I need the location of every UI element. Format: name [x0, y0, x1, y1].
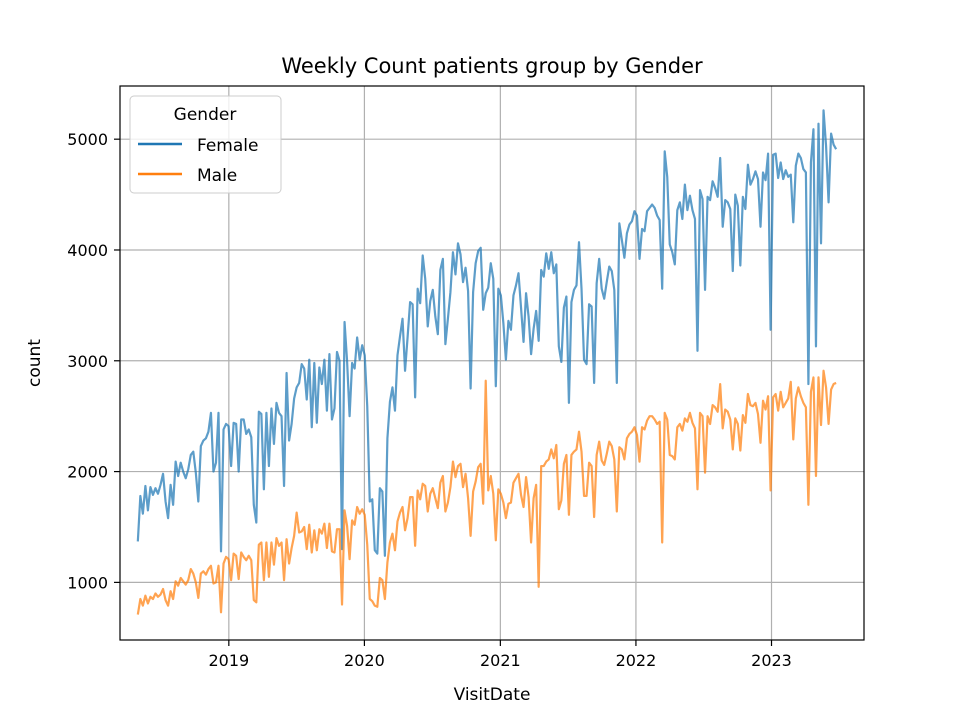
x-tick-label: 2021: [480, 651, 521, 670]
y-axis-title: count: [25, 339, 45, 387]
y-tick-label: 1000: [67, 573, 108, 592]
y-tick-label: 3000: [67, 352, 108, 371]
y-tick-label: 5000: [67, 130, 108, 149]
legend-box: [129, 95, 282, 194]
x-tick-label: 2023: [751, 651, 792, 670]
series-lines: [136, 109, 838, 615]
legend: Gender Female Male: [129, 95, 282, 194]
y-tick-label: 2000: [67, 463, 108, 482]
x-tick-label: 2022: [616, 651, 657, 670]
x-tick-label: 2019: [208, 651, 249, 670]
y-tick-label: 4000: [67, 241, 108, 260]
x-tick-label: 2020: [344, 651, 385, 670]
legend-label-male: Male: [197, 166, 237, 186]
legend-title: Gender: [174, 105, 237, 125]
axis-ticks: 2019 2020 2021 2022 2023 1000 2000 3000 4000 5000: [67, 130, 792, 670]
legend-label-female: Female: [197, 136, 258, 156]
plot-frame: [119, 85, 865, 641]
x-axis-title: VisitDate: [454, 685, 531, 705]
series-line-male: [136, 369, 837, 615]
chart-title: Weekly Count patients group by Gender: [281, 54, 703, 78]
series-line-female: [136, 109, 838, 557]
